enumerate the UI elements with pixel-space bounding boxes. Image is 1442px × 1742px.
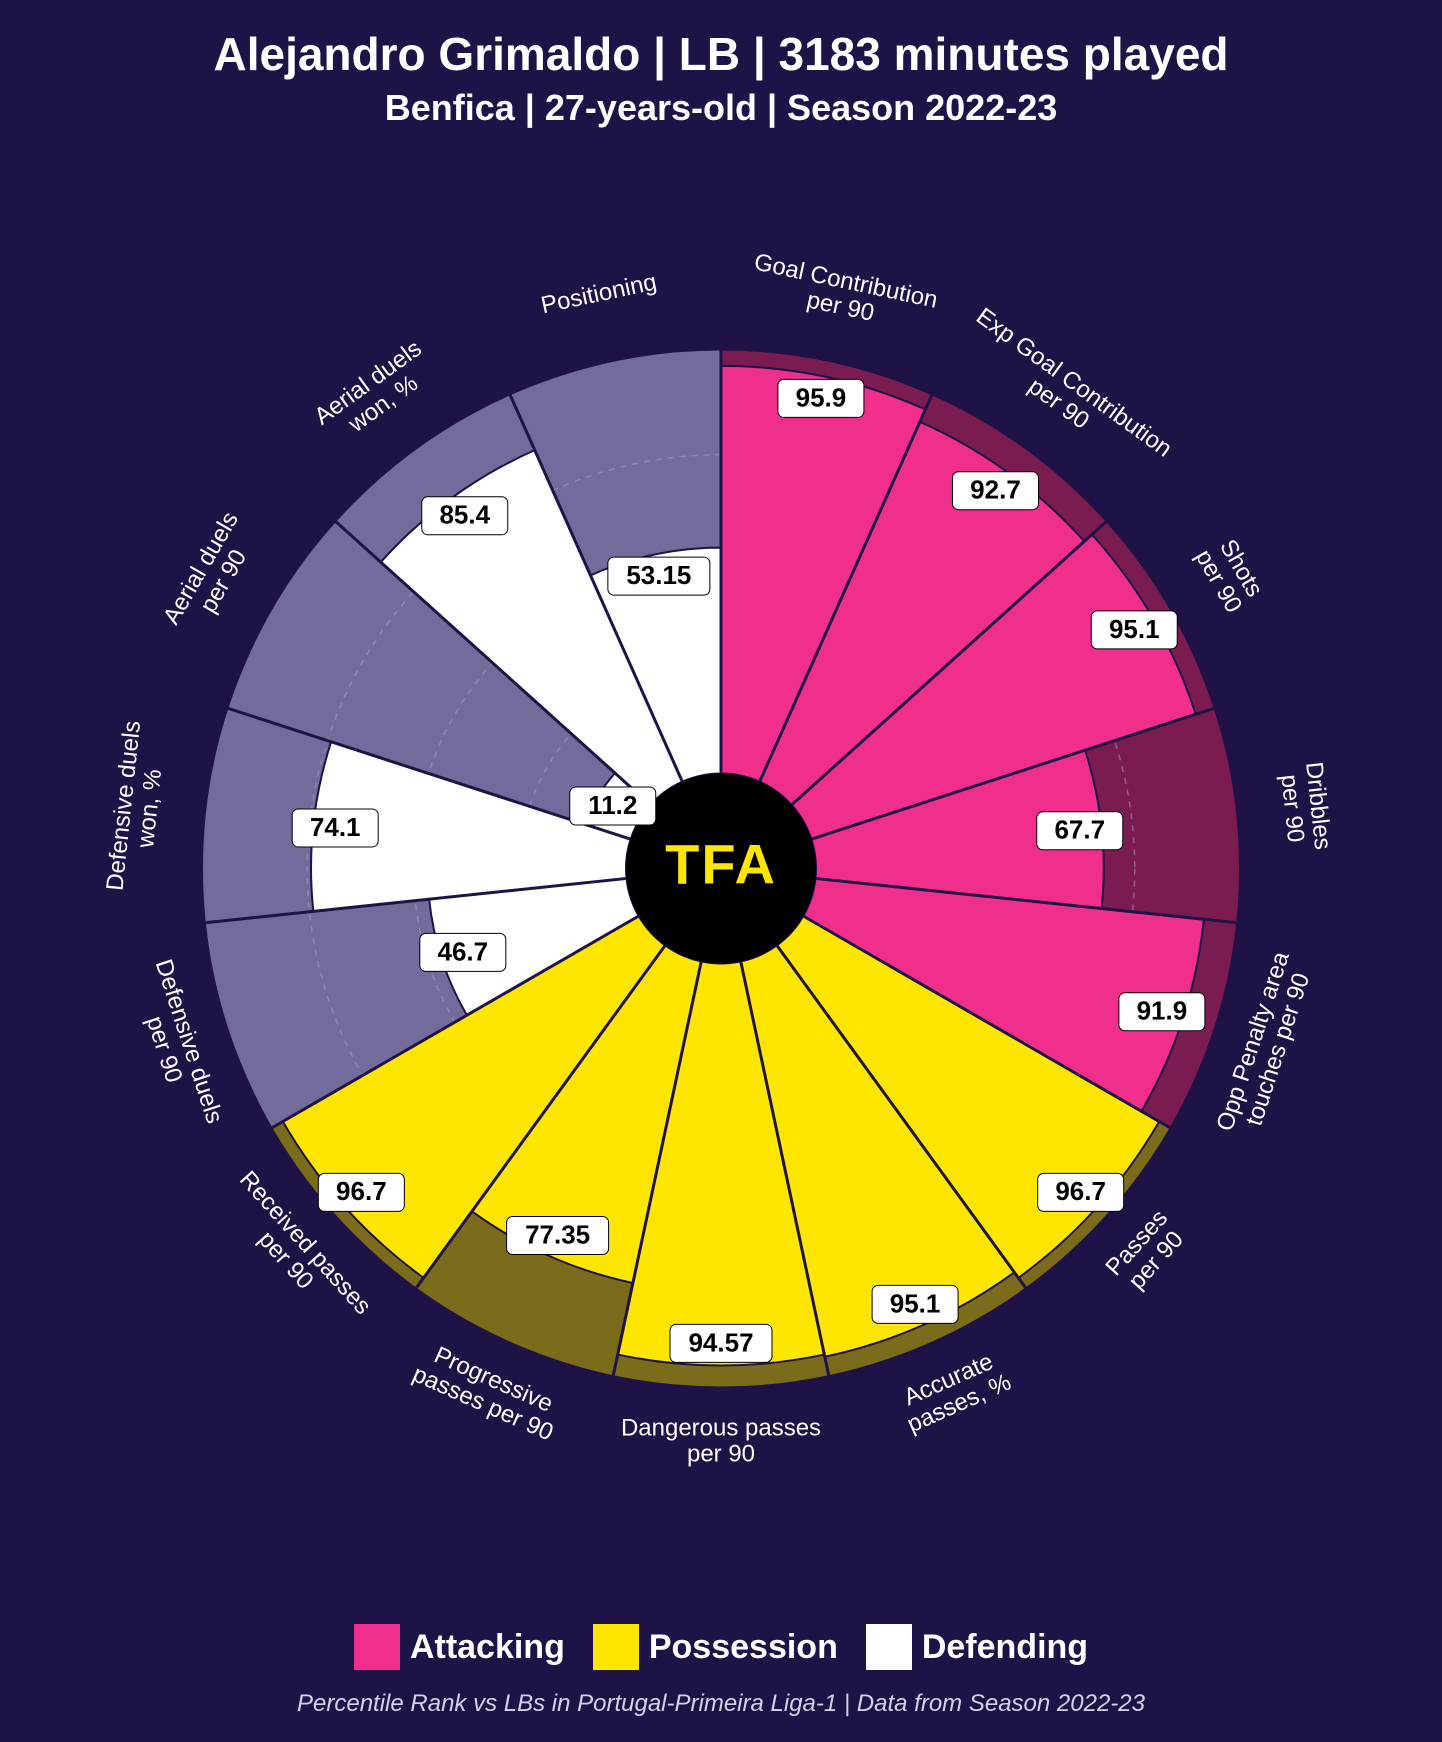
legend-item-attacking: Attacking (354, 1624, 565, 1670)
legend-item-defending: Defending (866, 1624, 1088, 1670)
legend-label: Possession (649, 1628, 838, 1667)
metric-label: Positioning (539, 268, 659, 319)
value-label: 11.2 (588, 790, 637, 820)
metric-label-group: Passesper 90 (1100, 1205, 1192, 1299)
polar-chart: TFA 95.9 92.7 95.1 67.7 91.9 96.7 95.1 94.57 77.3… (71, 219, 1371, 1524)
center-logo: TFA (665, 832, 777, 895)
legend-swatch (593, 1624, 639, 1670)
chart-subtitle: Benfica | 27-years-old | Season 2022-23 (0, 81, 1442, 129)
value-label: 95.9 (796, 382, 847, 412)
value-label: 46.7 (438, 936, 489, 966)
metric-label: per 90 (1275, 773, 1309, 844)
metric-label-group: Goal Contributionper 90 (746, 249, 940, 340)
metric-label-group: Defensive duelswon, % (101, 719, 172, 894)
value-label: 91.9 (1137, 996, 1188, 1026)
value-label: 96.7 (1055, 1176, 1106, 1206)
legend-label: Defending (922, 1628, 1088, 1667)
metric-label-group: Aerial duelsper 90 (158, 507, 267, 642)
legend: Attacking Possession Defending (0, 1624, 1442, 1670)
value-label: 94.57 (688, 1327, 753, 1357)
metric-label-group: Dribblesper 90 (1274, 761, 1336, 854)
polar-svg: TFA 95.9 92.7 95.1 67.7 91.9 96.7 95.1 94.57 77.3… (71, 219, 1371, 1519)
value-label: 95.1 (890, 1288, 941, 1318)
metric-label: Dangerous passes (621, 1415, 821, 1442)
value-label: 95.1 (1109, 614, 1160, 644)
metric-label-group: Aerial duelswon, % (309, 335, 442, 452)
value-label: 53.15 (626, 560, 691, 590)
value-label: 74.1 (310, 812, 361, 842)
metric-label-group: Accuratepasses, % (893, 1345, 1016, 1438)
metric-label: per 90 (687, 1441, 755, 1468)
value-label: 67.7 (1054, 815, 1105, 845)
legend-swatch (866, 1624, 912, 1670)
legend-label: Attacking (410, 1628, 565, 1667)
chart-caption: Percentile Rank vs LBs in Portugal-Prime… (0, 1690, 1442, 1718)
value-label: 85.4 (439, 500, 490, 530)
metric-label-group: Shotsper 90 (1190, 532, 1270, 617)
chart-root: Alejandro Grimaldo | LB | 3183 minutes p… (0, 0, 1442, 1742)
metric-label-group: Dangerous passesper 90 (621, 1415, 821, 1468)
value-label: 92.7 (970, 475, 1021, 505)
value-label: 77.35 (525, 1219, 590, 1249)
legend-item-possession: Possession (593, 1624, 838, 1670)
metric-label-group: Positioning (539, 268, 659, 319)
legend-swatch (354, 1624, 400, 1670)
value-label: 96.7 (336, 1176, 387, 1206)
chart-title: Alejandro Grimaldo | LB | 3183 minutes p… (0, 0, 1442, 81)
